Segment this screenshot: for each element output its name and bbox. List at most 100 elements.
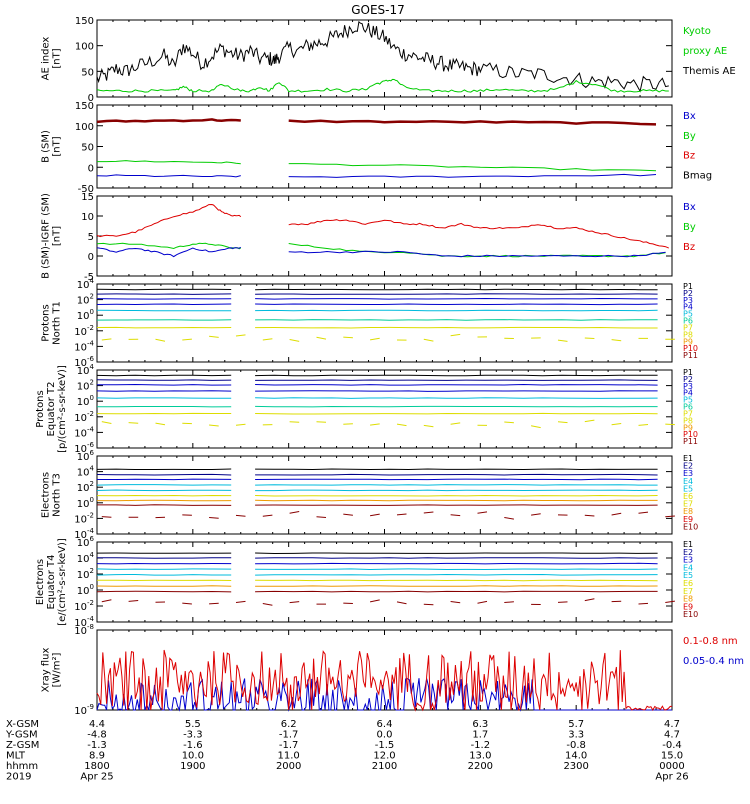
flux-line-5-1 <box>96 374 658 377</box>
xaxis-value: Apr 26 <box>655 772 688 783</box>
legend-entry: Bz <box>683 151 695 162</box>
xaxis-value: -1.5 <box>375 740 395 751</box>
y-axis-label: Equator T4 <box>46 555 57 610</box>
y-axis-label: [nT] <box>52 136 63 156</box>
legend-entry: P10 <box>683 344 698 353</box>
xaxis-value: 4.7 <box>664 730 680 741</box>
y-tick-label: 10-4 <box>74 425 94 439</box>
xaxis-value: 6.3 <box>472 719 488 730</box>
y-tick-label: 104 <box>77 363 95 377</box>
y-tick-label: -5 <box>84 272 94 283</box>
y-axis-label: [nT] <box>52 48 63 68</box>
xaxis-value: 5.7 <box>568 719 584 730</box>
legend-entry: P5 <box>683 310 693 319</box>
y-tick-label: 104 <box>77 551 95 565</box>
xaxis-row-label: Y-GSM <box>5 730 38 741</box>
legend-entry: Kyoto <box>683 26 711 37</box>
legend-entry: E7 <box>683 500 693 509</box>
legend-entry: P6 <box>683 403 693 412</box>
y-axis-label: North T3 <box>52 473 63 517</box>
flux-line-7-8 <box>96 590 658 593</box>
xaxis-row-label: 2019 <box>6 772 31 783</box>
legend-entry: E2 <box>683 462 693 471</box>
panel-frame-7 <box>96 541 673 623</box>
legend-entry: E10 <box>683 610 698 619</box>
xaxis-value: -0.8 <box>566 740 586 751</box>
legend-entry: E9 <box>683 602 693 611</box>
y-tick-label: 106 <box>77 535 95 549</box>
y-tick-label: 104 <box>77 465 95 479</box>
y-axis-label: [nT] <box>52 226 63 246</box>
flux-line-4-3 <box>96 297 658 300</box>
legend-entry: By <box>683 222 696 233</box>
y-tick-label: 10-6 <box>74 355 94 369</box>
xaxis-value: 2100 <box>372 761 397 772</box>
y-axis-label: [e/(cm²-s-sr-keV)] <box>57 538 68 626</box>
xaxis-value: 8.9 <box>89 751 105 762</box>
flux-line-4-1 <box>96 288 658 291</box>
xaxis-value: 5.5 <box>185 719 201 730</box>
chart-title: GOES-17 <box>351 3 405 17</box>
xray-trace-red <box>96 649 673 712</box>
low-flux-segments-7 <box>101 598 675 606</box>
y-axis-label: AE index <box>41 37 52 81</box>
legend-entry: proxy AE <box>683 46 727 57</box>
xaxis-value: Apr 25 <box>80 772 113 783</box>
xaxis-row-label: MLT <box>6 751 26 762</box>
xaxis-value: 2000 <box>276 761 301 772</box>
legend-entry: P9 <box>683 423 693 432</box>
flux-line-6-8 <box>97 504 658 506</box>
legend-entry: E6 <box>683 579 693 588</box>
series-line-2-1 <box>96 118 657 126</box>
y-axis-label: [W/m²] <box>52 652 63 687</box>
y-axis-label: B (SM)-IGRF (SM) <box>41 193 52 279</box>
xaxis-value: -0.4 <box>662 740 682 751</box>
y-tick-label: 102 <box>77 480 94 494</box>
xaxis-value: -1.7 <box>279 730 299 741</box>
flux-line-7-4 <box>96 568 658 571</box>
flux-line-7-2 <box>96 557 658 559</box>
legend-entry: E6 <box>683 492 693 501</box>
series-line-3-3 <box>96 246 666 258</box>
y-tick-label: 50 <box>81 143 94 154</box>
series-line-2-2 <box>97 160 657 172</box>
flux-line-7-5 <box>96 573 658 576</box>
flux-line-6-5 <box>96 489 658 492</box>
y-tick-label: -50 <box>78 184 94 195</box>
y-tick-label: 100 <box>75 122 94 133</box>
y-tick-label: 10-2 <box>74 324 94 338</box>
legend-entry: P7 <box>683 409 693 418</box>
y-tick-label: 150 <box>75 101 94 112</box>
y-axis-label: [p/(cm²-s-sr-keV)] <box>57 365 68 453</box>
xaxis-value: -1.7 <box>279 740 299 751</box>
low-flux-segments-5 <box>101 419 675 429</box>
xaxis-value: -1.6 <box>183 740 203 751</box>
xaxis-value: 4.7 <box>664 719 680 730</box>
panel-frame-6 <box>96 455 673 535</box>
flux-line-6-7 <box>96 499 658 502</box>
xaxis-value: 13.0 <box>469 751 491 762</box>
flux-line-5-2 <box>96 379 658 381</box>
low-flux-segments-6 <box>101 511 675 520</box>
legend-entry: 0.05-0.4 nm <box>683 656 744 667</box>
y-tick-label: 10-2 <box>74 410 94 424</box>
legend-entry: P2 <box>683 375 693 384</box>
xaxis-value: 1800 <box>84 761 109 772</box>
y-tick-label: 10-8 <box>74 623 94 637</box>
legend-entry: P4 <box>683 303 693 312</box>
y-tick-label: 100 <box>77 394 94 408</box>
flux-line-6-2 <box>96 473 658 476</box>
xaxis-value: -3.3 <box>183 730 203 741</box>
legend-entry: E7 <box>683 587 693 596</box>
panel-frame-1 <box>96 19 673 98</box>
xaxis-value: 12.0 <box>373 751 395 762</box>
panel-frame-4 <box>96 283 673 363</box>
y-axis-label: North T1 <box>52 301 63 345</box>
flux-line-4-2 <box>96 293 658 295</box>
xaxis-value: 15.0 <box>661 751 683 762</box>
legend-entry: P6 <box>683 317 693 326</box>
flux-line-4-7 <box>96 326 658 329</box>
flux-line-7-1 <box>96 552 658 555</box>
y-tick-label: 100 <box>77 308 94 322</box>
xaxis-value: -4.8 <box>87 730 107 741</box>
